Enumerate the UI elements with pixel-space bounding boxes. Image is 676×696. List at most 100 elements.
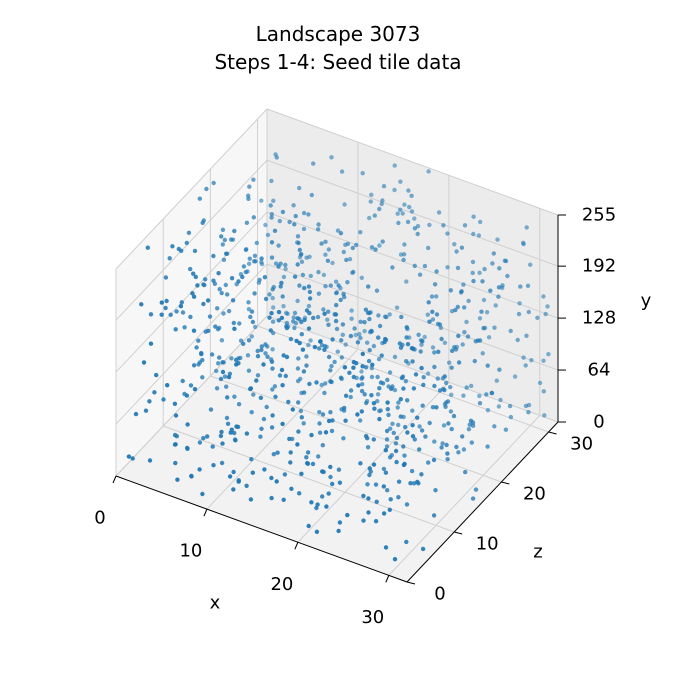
scatter-point — [448, 384, 453, 390]
scatter-point — [397, 341, 403, 346]
scatter-point — [496, 294, 501, 299]
scatter-point — [367, 472, 372, 478]
scatter-point — [263, 222, 268, 228]
scatter-point — [220, 369, 226, 375]
x-tick-label: 30 — [361, 607, 384, 628]
scatter-point — [357, 332, 362, 337]
scatter-point — [396, 220, 401, 226]
scatter-point — [358, 319, 363, 324]
scatter-point — [456, 333, 461, 339]
scatter-point — [295, 316, 300, 321]
scatter-point — [434, 294, 439, 299]
scatter-point — [390, 421, 395, 426]
scatter-point — [306, 326, 312, 331]
scatter-point — [398, 179, 403, 184]
scatter-point — [436, 210, 442, 215]
scatter-point — [230, 298, 236, 303]
scatter-point — [373, 519, 379, 524]
scatter-point — [494, 378, 499, 383]
scatter-point — [224, 251, 230, 256]
scatter-point — [322, 347, 327, 352]
scatter-point — [358, 335, 363, 341]
scatter-point — [405, 342, 411, 347]
scatter-point — [315, 502, 320, 507]
scatter-point — [470, 259, 476, 265]
scatter-point — [398, 397, 403, 402]
scatter-point — [284, 354, 290, 360]
scatter-point — [197, 440, 203, 445]
scatter-point — [180, 378, 185, 384]
scatter-point — [203, 277, 208, 282]
scatter-point — [398, 207, 403, 212]
scatter-point — [301, 390, 307, 395]
scatter-point — [352, 326, 357, 331]
scatter-point — [188, 266, 193, 272]
scatter-point — [316, 291, 322, 296]
scatter-point — [200, 491, 205, 497]
scatter-point — [432, 364, 437, 370]
scatter-point — [182, 325, 187, 330]
scatter-point — [185, 422, 190, 427]
scatter-point — [165, 383, 170, 388]
z-axis-line — [406, 421, 559, 583]
scatter-point — [361, 518, 366, 523]
scatter-point — [304, 354, 309, 359]
y-tick-label: 255 — [582, 205, 616, 226]
scatter-point — [381, 484, 386, 489]
scatter-point — [355, 412, 360, 417]
scatter-point — [306, 303, 312, 309]
scatter-point — [306, 284, 312, 289]
scatter-point — [334, 326, 340, 332]
scatter-point — [194, 345, 199, 350]
scatter-point — [419, 365, 424, 371]
scatter-point — [180, 310, 186, 315]
scatter-point — [314, 529, 320, 534]
scatter-point — [466, 298, 471, 304]
scatter-point — [369, 328, 374, 334]
scatter-point — [248, 497, 254, 502]
scatter-point — [380, 239, 385, 244]
scatter-point — [184, 240, 189, 246]
scatter-point — [222, 237, 227, 243]
scatter-point — [383, 470, 389, 475]
scatter-point — [326, 322, 331, 327]
scatter-point — [297, 340, 302, 346]
scatter-point — [383, 314, 388, 319]
scatter-point — [404, 335, 409, 340]
scatter-point — [366, 284, 371, 289]
scatter-point — [296, 400, 301, 405]
scatter-point — [252, 253, 258, 258]
scatter-point — [173, 460, 178, 466]
scatter-point — [279, 280, 284, 286]
scatter-point — [309, 500, 314, 505]
scatter-point — [219, 460, 225, 466]
scatter-point — [343, 342, 348, 347]
scatter-point — [333, 312, 339, 317]
scatter-point — [267, 315, 272, 320]
scatter-point — [454, 249, 459, 254]
scatter-point — [467, 422, 472, 427]
scatter-point — [253, 259, 258, 264]
scatter-point — [526, 309, 531, 315]
scatter-point — [464, 319, 469, 325]
scatter-point — [270, 287, 275, 292]
scatter-point — [211, 180, 216, 186]
scatter-point — [251, 392, 256, 397]
scatter-point — [402, 202, 407, 207]
scatter-point — [381, 466, 387, 472]
scatter-point — [281, 353, 286, 358]
scatter-point — [465, 334, 471, 339]
scatter-point — [395, 405, 400, 410]
z-tick-mark — [548, 431, 557, 435]
scatter-point — [471, 214, 476, 219]
grid-line-y-left — [115, 263, 268, 425]
scatter-point — [351, 359, 357, 365]
scatter-point — [186, 230, 192, 235]
scatter-point — [521, 355, 526, 360]
scatter-point — [229, 276, 235, 281]
scatter-point — [328, 283, 333, 288]
scatter-point — [412, 226, 418, 231]
scatter-point — [378, 380, 384, 385]
scatter-point — [404, 502, 410, 507]
x-tick-mark — [203, 508, 208, 517]
